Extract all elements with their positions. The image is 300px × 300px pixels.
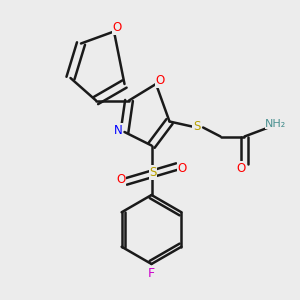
- Text: O: O: [237, 161, 246, 175]
- Text: O: O: [112, 21, 122, 34]
- Text: O: O: [116, 172, 125, 186]
- Text: N: N: [113, 124, 122, 137]
- Text: NH₂: NH₂: [266, 119, 286, 129]
- Text: S: S: [193, 119, 200, 133]
- Text: S: S: [149, 166, 157, 179]
- Text: O: O: [178, 161, 187, 175]
- Text: F: F: [148, 267, 155, 280]
- Text: O: O: [156, 74, 165, 88]
